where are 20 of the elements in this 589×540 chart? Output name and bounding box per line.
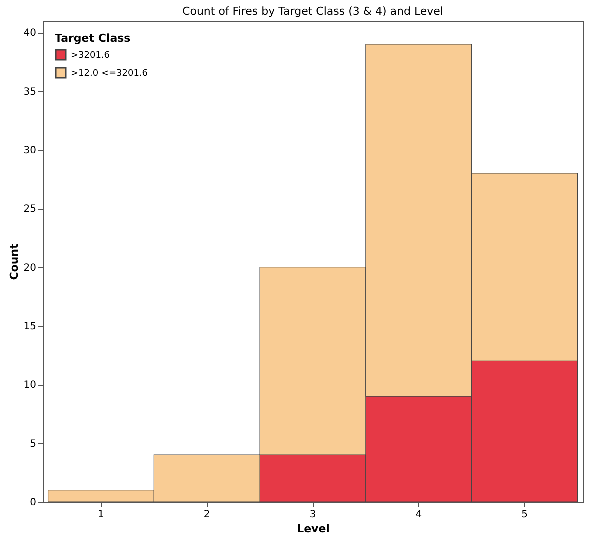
legend-label: >12.0 <=3201.6	[71, 69, 148, 79]
y-tick-label: 20	[24, 262, 36, 274]
y-tick-label: 35	[24, 86, 36, 98]
x-tick-label: 2	[204, 510, 210, 520]
chart-title: Count of Fires by Target Class (3 & 4) and Level	[182, 5, 444, 18]
y-tick-label: 40	[24, 28, 36, 40]
x-tick-label: 4	[416, 510, 422, 520]
y-tick-label: 10	[24, 380, 36, 392]
y-tick-label: 15	[24, 322, 36, 333]
y-tick-label: 25	[24, 204, 36, 216]
x-tick-label: 5	[522, 510, 528, 520]
y-tick-label: 0	[30, 498, 36, 508]
y-tick-label: 30	[24, 146, 36, 157]
legend-label: >3201.6	[71, 51, 110, 61]
x-axis-title: Level	[297, 522, 330, 536]
x-tick-label: 3	[310, 510, 316, 520]
y-axis-title: Count	[8, 244, 21, 280]
y-tick-label: 5	[30, 438, 36, 450]
legend-title: Target Class	[55, 32, 132, 45]
x-tick-label: 1	[98, 510, 104, 520]
